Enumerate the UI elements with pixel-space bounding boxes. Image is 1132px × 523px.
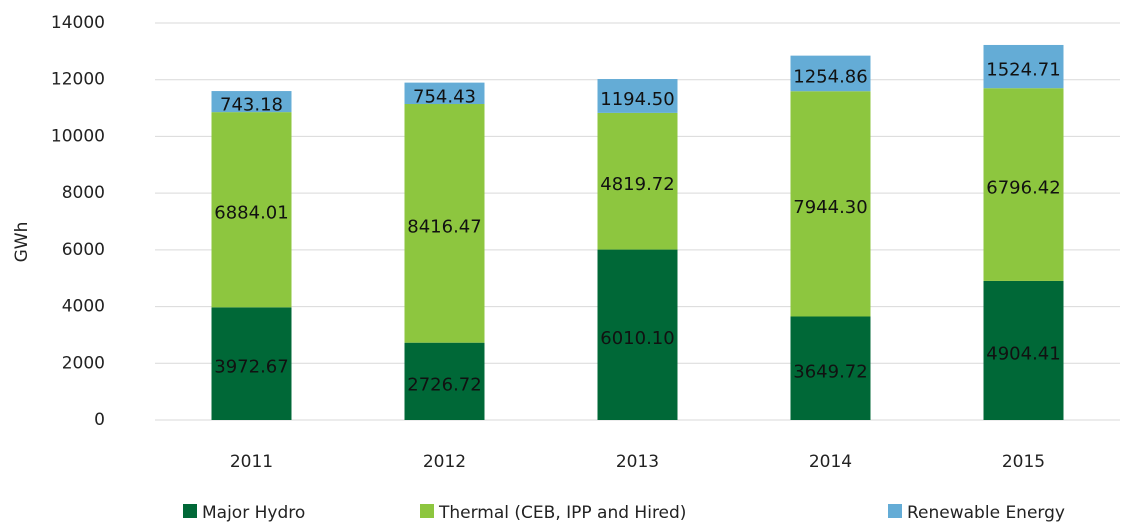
- value-label: 1254.86: [793, 66, 867, 87]
- legend-label: Major Hydro: [202, 503, 305, 523]
- value-label: 1524.71: [986, 60, 1060, 81]
- y-axis-label: GWh: [12, 222, 32, 263]
- x-tick-label: 2013: [616, 452, 659, 472]
- legend-swatch: [183, 504, 197, 518]
- value-label: 6884.01: [214, 203, 288, 224]
- bar-segment: [790, 91, 871, 317]
- bar-segment: [790, 316, 871, 420]
- y-tick-label: 6000: [62, 240, 105, 260]
- value-label: 754.43: [413, 86, 476, 107]
- bar-segment: [211, 307, 292, 420]
- bar-segment: [597, 249, 678, 420]
- bar-segment: [983, 44, 1064, 89]
- value-label: 1194.50: [600, 89, 674, 110]
- x-tick-label: 2011: [230, 452, 273, 472]
- y-tick-label: 4000: [62, 297, 105, 317]
- bar-segment: [597, 112, 678, 250]
- value-label: 2726.72: [407, 374, 481, 395]
- value-label: 6796.42: [986, 178, 1060, 199]
- x-tick-label: 2012: [423, 452, 466, 472]
- value-label: 7944.30: [793, 197, 867, 218]
- bar-segment: [790, 55, 871, 92]
- value-label: 8416.47: [407, 216, 481, 237]
- value-label: 4904.41: [986, 343, 1060, 364]
- bar-segment: [211, 91, 292, 113]
- legend-label: Thermal (CEB, IPP and Hired): [438, 503, 686, 523]
- y-tick-label: 12000: [51, 70, 105, 90]
- bar-segment: [983, 280, 1064, 420]
- y-tick-label: 14000: [51, 13, 105, 33]
- bar-segment: [211, 112, 292, 308]
- bar-segment: [404, 342, 485, 420]
- y-tick-label: 0: [94, 410, 105, 430]
- value-label: 3649.72: [793, 361, 867, 382]
- y-tick-label: 10000: [51, 126, 105, 146]
- value-label: 4819.72: [600, 174, 674, 195]
- value-label: 6010.10: [600, 328, 674, 349]
- x-tick-label: 2015: [1002, 452, 1045, 472]
- value-label: 743.18: [220, 95, 283, 116]
- value-label: 3972.67: [214, 357, 288, 378]
- bar-segment: [597, 79, 678, 113]
- bar-segment: [404, 104, 485, 343]
- y-tick-label: 2000: [62, 353, 105, 373]
- legend-label: Renewable Energy: [907, 503, 1065, 523]
- bar-segment: [404, 82, 485, 105]
- y-tick-label: 8000: [62, 183, 105, 203]
- legend-swatch: [888, 504, 902, 518]
- x-tick-label: 2014: [809, 452, 852, 472]
- bar-segment: [983, 88, 1064, 281]
- legend-swatch: [420, 504, 434, 518]
